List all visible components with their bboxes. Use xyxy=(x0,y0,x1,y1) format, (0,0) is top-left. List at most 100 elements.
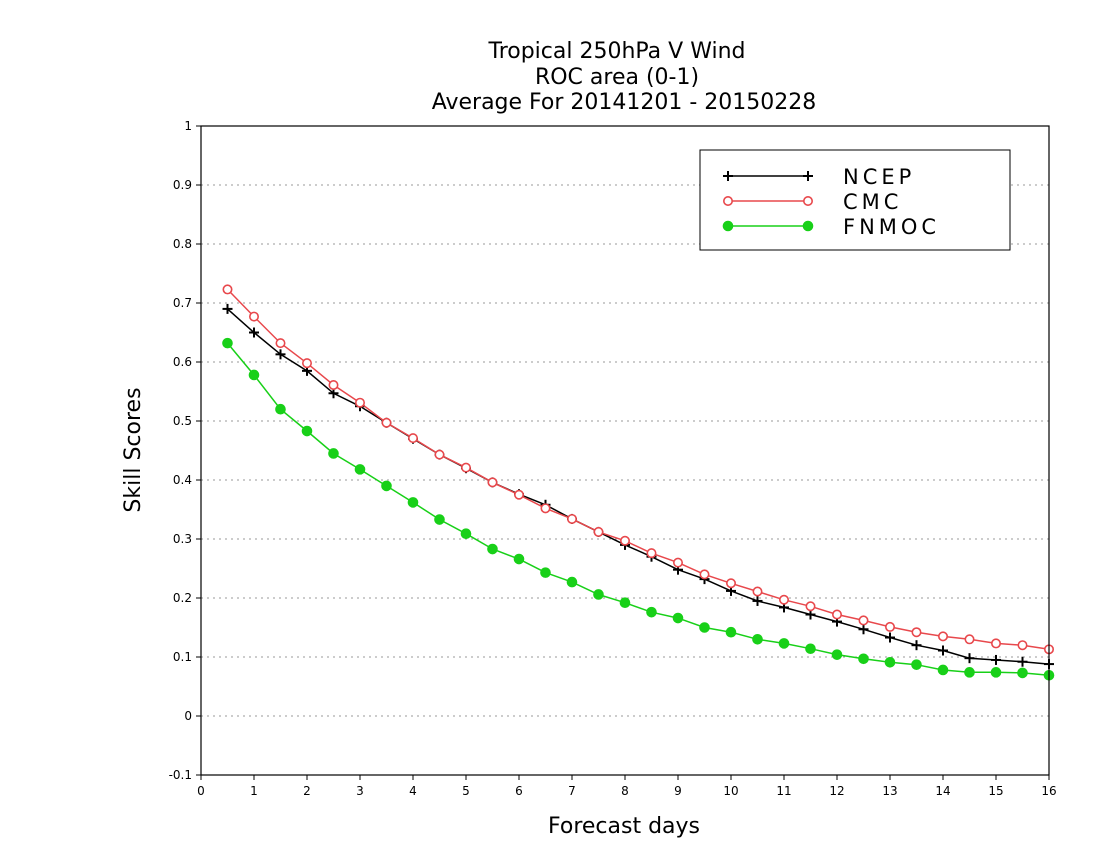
data-point-fnmoc xyxy=(778,638,790,649)
data-point-fnmoc xyxy=(301,425,313,437)
data-point-cmc xyxy=(513,489,524,500)
legend-label-cmc: CMC xyxy=(843,190,902,214)
data-point-cmc xyxy=(672,557,683,568)
data-point-fnmoc xyxy=(328,448,339,459)
data-point-ncep xyxy=(858,624,869,635)
data-point-fnmoc xyxy=(858,653,869,665)
data-point-fnmoc xyxy=(699,622,710,633)
series-line-cmc xyxy=(226,288,1050,651)
y-tick-label: 0.3 xyxy=(173,532,192,546)
data-point-cmc xyxy=(1017,640,1028,651)
series-line-ncep xyxy=(227,308,1050,665)
data-point-fnmoc xyxy=(990,667,1002,678)
x-tick-label: 11 xyxy=(776,784,791,798)
data-point-ncep xyxy=(275,349,286,360)
data-point-cmc xyxy=(937,631,948,642)
x-tick-label: 1 xyxy=(250,784,258,798)
data-point-ncep xyxy=(885,632,895,643)
x-tick-label: 5 xyxy=(462,784,470,798)
y-tick-label: 0.1 xyxy=(173,650,192,664)
data-point-fnmoc xyxy=(275,403,286,415)
data-point-fnmoc xyxy=(1017,667,1028,679)
series-ncep xyxy=(222,303,1054,670)
chart-title-line3: Average For 20141201 - 20150228 xyxy=(432,90,817,115)
data-point-cmc xyxy=(752,586,763,597)
data-point-cmc xyxy=(275,338,286,349)
data-point-ncep xyxy=(752,595,763,606)
y-tick-label: 0.4 xyxy=(173,473,192,487)
data-point-cmc xyxy=(990,638,1001,649)
data-point-cmc xyxy=(460,462,471,473)
data-point-fnmoc xyxy=(407,497,419,508)
data-point-cmc xyxy=(911,627,922,638)
data-point-cmc xyxy=(964,634,975,645)
y-tick-label: 0.2 xyxy=(173,591,192,605)
data-point-ncep xyxy=(249,327,259,338)
data-point-fnmoc xyxy=(593,589,604,600)
data-point-cmc xyxy=(487,477,498,488)
legend-marker-end-ncep xyxy=(803,171,813,181)
data-point-cmc xyxy=(301,358,312,369)
data-point-fnmoc xyxy=(752,634,763,645)
data-point-cmc xyxy=(646,548,657,559)
y-tick-label: 0.8 xyxy=(173,237,192,251)
data-point-fnmoc xyxy=(619,597,631,609)
y-tick-label: 0 xyxy=(184,709,192,723)
data-point-cmc xyxy=(619,535,630,546)
legend-marker-start-ncep xyxy=(723,171,733,181)
x-tick-label: 4 xyxy=(409,784,417,798)
data-point-fnmoc xyxy=(646,606,657,618)
data-point-ncep xyxy=(964,653,975,664)
data-point-fnmoc xyxy=(911,659,922,670)
x-tick-label: 14 xyxy=(935,784,950,798)
data-point-cmc xyxy=(725,578,736,589)
y-tick-label: 1 xyxy=(184,119,192,133)
series-fnmoc xyxy=(222,337,1055,681)
data-point-fnmoc xyxy=(831,649,843,660)
legend-box xyxy=(699,149,1011,251)
data-point-fnmoc xyxy=(725,626,737,638)
data-point-cmc xyxy=(831,609,842,620)
data-point-fnmoc xyxy=(354,464,366,475)
data-point-fnmoc xyxy=(937,664,949,676)
legend-marker-start-cmc xyxy=(722,196,733,207)
legend-label-ncep: NCEP xyxy=(843,165,915,189)
y-tick-label: 0.6 xyxy=(173,355,192,369)
plot-frame xyxy=(200,125,1050,776)
x-tick-label: 8 xyxy=(621,784,629,798)
data-point-fnmoc xyxy=(884,657,896,668)
data-point-ncep xyxy=(938,645,948,656)
x-axis-label: Forecast days xyxy=(548,814,700,839)
series-cmc xyxy=(222,284,1055,655)
legend-label-fnmoc: FNMOC xyxy=(843,215,940,239)
data-point-ncep xyxy=(222,303,233,314)
data-point-fnmoc xyxy=(672,612,684,624)
x-tick-label: 9 xyxy=(674,784,682,798)
chart-title-line2: ROC area (0-1) xyxy=(535,65,699,90)
legend-marker-end-cmc xyxy=(802,196,813,207)
x-tick-label: 12 xyxy=(829,784,844,798)
data-point-ncep xyxy=(991,654,1001,665)
data-point-fnmoc xyxy=(460,528,472,539)
data-point-cmc xyxy=(805,601,816,612)
data-point-fnmoc xyxy=(964,667,975,678)
data-point-fnmoc xyxy=(805,643,816,655)
y-axis-label: Skill Scores xyxy=(121,387,146,512)
data-point-cmc xyxy=(858,615,869,626)
data-point-fnmoc xyxy=(381,480,392,492)
data-point-cmc xyxy=(699,569,710,580)
data-point-fnmoc xyxy=(248,369,260,381)
data-point-cmc xyxy=(884,621,895,632)
data-point-cmc xyxy=(593,526,604,537)
legend-marker-start-fnmoc xyxy=(722,220,734,232)
chart-title-line1: Tropical 250hPa V Wind xyxy=(487,39,745,64)
data-point-cmc xyxy=(778,594,789,605)
data-point-fnmoc xyxy=(487,543,498,555)
data-point-fnmoc xyxy=(540,567,551,578)
y-tick-label: -0.1 xyxy=(169,768,192,782)
series-layer xyxy=(222,284,1055,681)
x-tick-label: 10 xyxy=(723,784,738,798)
data-point-cmc xyxy=(381,417,392,428)
data-point-cmc xyxy=(354,397,365,408)
